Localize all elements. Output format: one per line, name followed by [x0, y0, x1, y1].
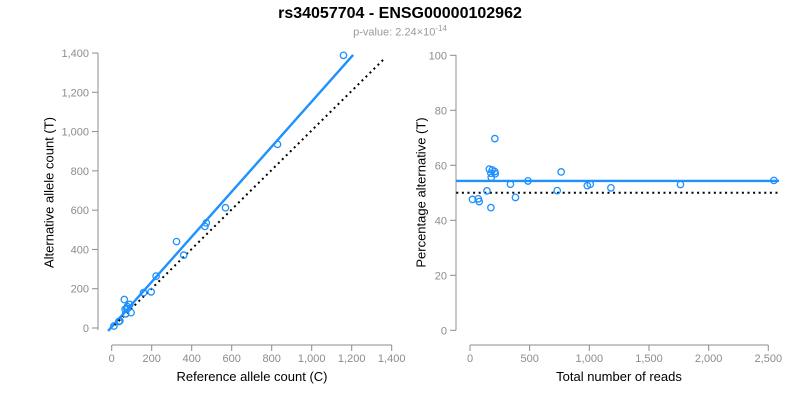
right-data-point — [487, 203, 495, 212]
left-data-point — [127, 308, 135, 317]
left-data-point — [116, 317, 124, 325]
right-y-tick-label: 20 — [435, 270, 447, 282]
right-data-point — [487, 169, 495, 178]
left-y-tick-label: 1,400 — [61, 48, 89, 60]
right-data-point — [770, 176, 778, 185]
left-data-point — [221, 203, 230, 212]
right-data-point — [490, 134, 499, 143]
left-data-point — [110, 322, 118, 330]
left-data-point — [147, 288, 155, 296]
regression-line — [107, 54, 354, 332]
left-y-tick-label: 600 — [71, 205, 89, 217]
left-y-tick-label: 800 — [71, 166, 89, 178]
pvalue-exponent: -14 — [435, 24, 447, 33]
left-x-tick-label: 0 — [109, 353, 115, 365]
right-y-tick-label: 80 — [435, 105, 447, 117]
right-data-point — [524, 177, 532, 185]
right-y-axis-title: Percentage alternative (T) — [413, 117, 429, 268]
left-data-point — [202, 219, 211, 227]
right-x-tick-label: 2,000 — [695, 353, 723, 365]
right-data-point — [676, 180, 685, 189]
right-data-point — [557, 168, 566, 176]
pvalue-text: p-value: 2.24×10 — [353, 26, 436, 39]
left-data-point — [152, 272, 160, 280]
left-data-point — [201, 222, 209, 231]
left-x-axis-title: Reference allele count (C) — [176, 369, 328, 384]
right-y-tick-label: 100 — [429, 50, 447, 62]
right-data-point — [511, 193, 520, 202]
left-data-point — [139, 288, 148, 297]
right-x-axis-title: Total number of reads — [556, 369, 682, 384]
left-x-tick-label: 1,200 — [338, 353, 366, 365]
left-x-tick-label: 600 — [223, 353, 241, 365]
left-y-tick-label: 0 — [83, 323, 89, 335]
left-data-point — [120, 295, 129, 304]
identity-line — [113, 57, 387, 326]
right-x-tick-label: 1,500 — [635, 353, 663, 365]
left-data-point — [126, 300, 134, 309]
right-x-tick-label: 1,000 — [576, 353, 604, 365]
right-data-point — [586, 180, 595, 189]
left-x-tick-label: 400 — [183, 353, 201, 365]
left-x-tick-label: 800 — [263, 353, 281, 365]
left-data-point — [273, 140, 282, 149]
left-y-tick-label: 1,200 — [61, 87, 89, 99]
left-x-tick-label: 200 — [143, 353, 161, 365]
right-data-point — [506, 180, 515, 189]
right-y-tick-label: 60 — [435, 160, 447, 172]
right-x-tick-label: 2,500 — [755, 353, 783, 365]
right-data-point — [553, 186, 562, 195]
right-x-tick-label: 0 — [467, 353, 473, 365]
right-data-point — [475, 197, 484, 206]
left-data-point — [172, 237, 181, 246]
left-data-point — [339, 51, 348, 60]
left-x-tick-label: 1,400 — [378, 353, 406, 365]
left-y-tick-label: 400 — [71, 244, 89, 256]
left-y-tick-label: 200 — [71, 284, 89, 296]
left-y-tick-label: 1,000 — [61, 127, 89, 139]
right-data-point — [487, 173, 496, 182]
right-data-point — [607, 184, 615, 192]
left-y-axis-title: Alternative allele count (T) — [41, 117, 57, 269]
right-data-point — [483, 187, 491, 195]
left-data-point — [121, 310, 130, 318]
page-title: rs34057704 - ENSG00000102962 — [278, 5, 522, 22]
left-data-point — [179, 251, 188, 259]
right-y-tick-label: 40 — [435, 215, 447, 227]
right-x-tick-label: 500 — [520, 353, 538, 365]
pvalue-subtitle: p-value: 2.24×10-14 — [0, 24, 800, 39]
left-x-tick-label: 1,000 — [298, 353, 326, 365]
right-y-tick-label: 0 — [441, 325, 447, 337]
